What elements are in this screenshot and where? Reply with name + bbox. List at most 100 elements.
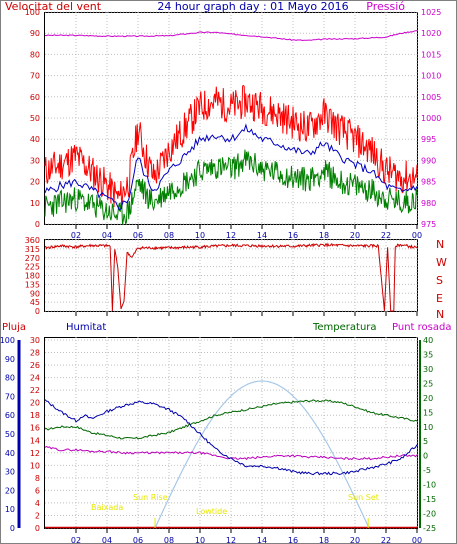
x-tick-label-top: 00 <box>412 231 422 240</box>
x-tick-label-top: 14 <box>257 231 267 240</box>
direction-label-w: W <box>436 256 447 269</box>
x-tick-label-top: 04 <box>102 231 112 240</box>
direction-axis-tick: 270 <box>25 254 40 263</box>
humidity-axis-tick: 70 <box>5 392 15 401</box>
x-tick-label-bottom: 18 <box>319 536 329 544</box>
rain-axis-tick: 8 <box>35 474 40 483</box>
wind-gust-line <box>44 84 418 209</box>
x-tick-label-top: 06 <box>133 231 143 240</box>
x-tick-label-bottom: 14 <box>257 536 267 544</box>
wind-axis-tick: 60 <box>30 93 40 102</box>
wind-average-line <box>44 123 418 211</box>
x-tick-label-top: 16 <box>288 231 298 240</box>
temperature-axis-tick: -5 <box>423 466 431 475</box>
temperature-axis-tick: 40 <box>423 336 433 345</box>
rain-legend: Pluja <box>2 322 26 333</box>
humidity-axis-tick: 10 <box>5 505 15 514</box>
temperature-axis-tick: 35 <box>423 350 433 359</box>
graph-title: 24 hour graph day : 01 Mayo 2016 <box>157 0 348 13</box>
rain-axis-tick: 4 <box>35 499 40 508</box>
rain-axis-tick: 14 <box>30 436 40 445</box>
pressure-title: Pressió <box>366 0 405 13</box>
direction-label-e: E <box>436 292 443 305</box>
rain-axis-tick: 20 <box>30 399 40 408</box>
humidity-legend: Humitat <box>66 322 106 333</box>
rain-axis-tick: 12 <box>30 449 40 458</box>
humidity-axis-tick: 100 <box>0 336 15 345</box>
humidity-axis-tick: 30 <box>5 468 15 477</box>
x-tick-label-bottom: 06 <box>133 536 143 544</box>
x-tick-label-bottom: 10 <box>195 536 205 544</box>
temperature-axis-tick: -20 <box>423 510 436 519</box>
temperature-axis-tick: -10 <box>423 481 436 490</box>
series-layer <box>44 30 418 529</box>
wind-axis-tick: 40 <box>30 135 40 144</box>
temperature-axis-tick: 0 <box>423 452 428 461</box>
temperature-legend: Temperatura <box>312 322 377 333</box>
temperature-axis-tick: -25 <box>423 524 436 533</box>
rain-axis-tick: 6 <box>35 486 40 495</box>
humidity-axis-tick: 50 <box>5 430 15 439</box>
x-tick-label-top: 12 <box>226 231 236 240</box>
x-tick-label-bottom: 08 <box>164 536 174 544</box>
rain-axis-tick: 24 <box>30 374 40 383</box>
direction-axis-tick: 315 <box>25 245 40 254</box>
tick-layer: 0202040406060808101012121414161618182020… <box>0 8 441 544</box>
x-tick-label-bottom: 20 <box>350 536 360 544</box>
x-tick-label-top: 10 <box>195 231 205 240</box>
direction-label-s: S <box>436 274 443 287</box>
pressure-axis-tick: 990 <box>421 156 436 165</box>
direction-label-n-top: N <box>436 238 444 251</box>
rain-axis-tick: 22 <box>30 386 40 395</box>
humidity-axis-tick: 40 <box>5 449 15 458</box>
rain-axis-tick: 0 <box>35 524 40 533</box>
temperature-line <box>44 399 418 440</box>
pressure-line <box>44 30 417 42</box>
humidity-axis-tick: 0 <box>10 524 15 533</box>
temperature-axis-tick: 15 <box>423 408 433 417</box>
annotation-baixada: Baixada <box>91 503 123 512</box>
x-tick-label-top: 08 <box>164 231 174 240</box>
pressure-axis-tick: 1025 <box>421 8 441 17</box>
direction-axis-tick: 360 <box>25 236 40 245</box>
wind-axis-tick: 30 <box>30 156 40 165</box>
wind-axis-tick: 50 <box>30 114 40 123</box>
direction-axis-tick: 45 <box>30 298 40 307</box>
direction-axis-tick: 135 <box>25 280 40 289</box>
wind-axis-tick: 0 <box>35 220 40 229</box>
annotation-lowtide: Lowtide <box>196 507 227 516</box>
grid-layer <box>45 11 418 529</box>
wind-axis-tick: 100 <box>25 8 40 17</box>
x-tick-label-bottom: 00 <box>412 536 422 544</box>
humidity-axis-tick: 20 <box>5 486 15 495</box>
pressure-axis-tick: 1005 <box>421 93 441 102</box>
rain-axis-tick: 18 <box>30 411 40 420</box>
rain-axis-tick: 16 <box>30 424 40 433</box>
humidity-axis-tick: 90 <box>5 355 15 364</box>
wind-axis-tick: 20 <box>30 178 40 187</box>
pressure-axis-tick: 995 <box>421 135 436 144</box>
pressure-axis-tick: 1010 <box>421 72 441 81</box>
wind-axis-tick: 10 <box>30 199 40 208</box>
pressure-axis-tick: 985 <box>421 178 436 187</box>
direction-axis-tick: 0 <box>35 307 40 316</box>
direction-axis-tick: 90 <box>30 289 40 298</box>
rain-axis-tick: 28 <box>30 349 40 358</box>
temperature-axis-tick: 20 <box>423 394 433 403</box>
pressure-axis-tick: 980 <box>421 199 436 208</box>
pressure-axis-tick: 975 <box>421 220 436 229</box>
solar-radiation-arc <box>154 380 370 529</box>
x-tick-label-bottom: 04 <box>102 536 112 544</box>
rain-axis-tick: 10 <box>30 461 40 470</box>
humidity-axis-tick: 80 <box>5 374 15 383</box>
x-tick-label-top: 20 <box>350 231 360 240</box>
x-tick-label-top: 02 <box>71 231 81 240</box>
temperature-axis-tick: 5 <box>423 437 428 446</box>
x-tick-label-bottom: 02 <box>71 536 81 544</box>
wind-speed-title: Velocitat del vent <box>5 0 102 13</box>
direction-axis-tick: 225 <box>25 263 40 272</box>
temperature-axis-tick: 25 <box>423 379 433 388</box>
rain-axis-tick: 26 <box>30 361 40 370</box>
